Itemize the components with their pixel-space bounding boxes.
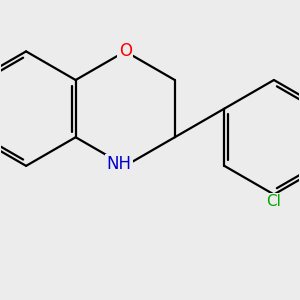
Text: Cl: Cl [266, 194, 281, 209]
Text: O: O [119, 42, 132, 60]
Text: NH: NH [107, 155, 132, 173]
